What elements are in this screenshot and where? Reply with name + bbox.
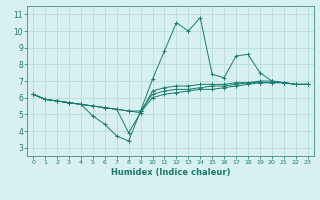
- X-axis label: Humidex (Indice chaleur): Humidex (Indice chaleur): [111, 168, 230, 177]
